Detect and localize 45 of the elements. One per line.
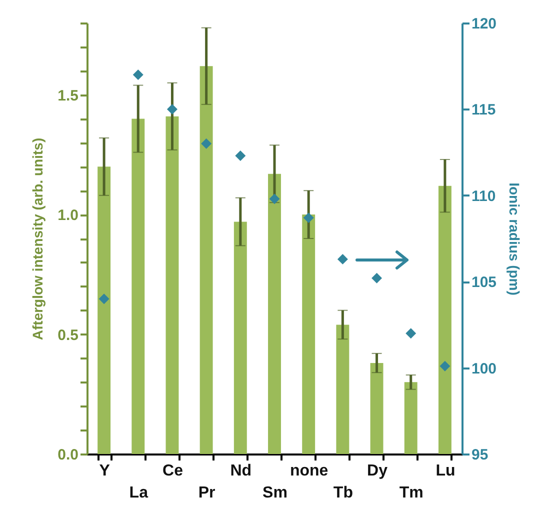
point: [98, 294, 110, 304]
x-tick-label: La: [129, 484, 148, 502]
bar: [438, 186, 452, 454]
bar: [370, 363, 384, 454]
bar: [166, 116, 179, 454]
y-tick-label: 0.5: [58, 326, 78, 344]
y-tick-label: 0.0: [58, 446, 78, 464]
point: [269, 194, 280, 204]
point: [440, 360, 450, 372]
y-tick-label: 1.0: [58, 207, 78, 224]
x-tick-label: Pr: [198, 484, 216, 502]
point: [201, 138, 212, 149]
bar: [98, 166, 111, 454]
x-tick-label: none: [290, 462, 328, 480]
x-tick-label: Tb: [333, 484, 354, 502]
x-tick-label: Tm: [399, 484, 424, 502]
point: [303, 212, 314, 224]
y2-tick-label: 100: [472, 360, 497, 378]
point: [132, 69, 144, 80]
y2-tick-label: 95: [472, 446, 488, 464]
point: [235, 150, 246, 161]
bar: [132, 118, 145, 454]
x-tick-label: Lu: [436, 462, 456, 480]
x-tick-label: Sm: [262, 484, 288, 502]
y2-tick-label: 105: [472, 274, 497, 292]
bar: [302, 214, 316, 454]
y2-tick-label: 115: [472, 102, 496, 119]
x-tick-label: Ce: [162, 462, 184, 480]
bar: [200, 66, 213, 454]
y-axis-title: Afterglow intensity (arb. units): [30, 138, 46, 340]
y2-tick-label: 120: [472, 16, 497, 32]
bar: [404, 382, 418, 454]
point: [337, 254, 348, 264]
x-tick-label: Nd: [230, 462, 252, 480]
x-tick-label: Y: [99, 462, 110, 480]
y-tick-label: 1.5: [58, 87, 78, 104]
y2-axis-title: Ionic radius (pm): [506, 182, 523, 296]
point: [406, 328, 416, 339]
bar: [268, 174, 281, 454]
x-tick-label: Dy: [367, 462, 388, 480]
point: [166, 104, 178, 114]
point: [372, 272, 382, 284]
bar: [336, 324, 350, 454]
y2-tick-label: 110: [472, 188, 496, 205]
bar: [234, 222, 247, 454]
